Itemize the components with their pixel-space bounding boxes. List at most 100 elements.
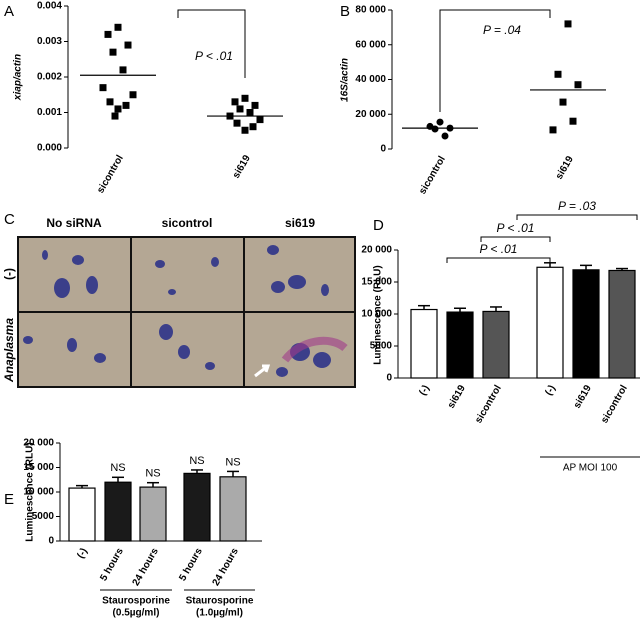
bar-label: NS: [189, 455, 204, 467]
bar: [104, 481, 132, 542]
panel-letter: A: [4, 3, 14, 20]
column-label: si619: [285, 216, 315, 230]
bar: [536, 266, 564, 379]
group-label: Staurosporine: [186, 596, 254, 607]
point: [249, 123, 257, 131]
y-axis-label: Luminescence (RLU): [25, 442, 36, 541]
x-tick-label: si619: [446, 383, 468, 411]
bar: [446, 311, 474, 379]
point: [111, 112, 119, 120]
point: [119, 66, 127, 74]
y-tick-label: 5000: [370, 341, 393, 352]
point: [256, 116, 264, 124]
x-tick-label: sicontrol: [95, 153, 126, 195]
point: [241, 126, 249, 134]
x-tick-label: sicontrol: [473, 383, 504, 425]
y-tick-label: 0.000: [37, 143, 62, 154]
y-tick-label: 0: [48, 536, 54, 547]
bar: [482, 310, 510, 379]
bar: [139, 486, 167, 542]
bracket: [177, 9, 246, 78]
point: [231, 98, 239, 106]
point: [99, 84, 107, 92]
bracket: [446, 257, 551, 263]
y-tick-label: 20 000: [361, 245, 392, 256]
row-label: Anaplasma: [2, 318, 16, 383]
x-tick-label: sicontrol: [599, 383, 630, 425]
panel-letter: C: [4, 211, 15, 228]
y-tick-label: 5000: [32, 511, 55, 522]
y-tick-label: 0.001: [37, 107, 62, 118]
bar: [219, 476, 247, 542]
y-tick-label: 15 000: [23, 462, 54, 473]
bar-label: NS: [145, 468, 160, 480]
x-tick-label: (-): [417, 383, 432, 397]
column-label: No siRNA: [46, 216, 102, 230]
point: [574, 81, 582, 89]
y-tick-label: 60 000: [355, 39, 386, 50]
group-label: (1.0µg/ml): [196, 608, 243, 619]
point: [549, 126, 557, 134]
panel-c: C No siRNA sicontrol si619 (-) Anaplasma: [2, 211, 356, 388]
bar: [410, 308, 438, 379]
y-axis-label: xiap/actin: [13, 54, 24, 101]
point: [569, 117, 577, 125]
y-tick-label: 40 000: [355, 74, 386, 85]
point: [246, 109, 254, 116]
x-tick-label: (-): [543, 383, 558, 397]
cells: [23, 245, 331, 377]
x-tick-label: 5 hours: [98, 546, 126, 583]
bracket: [439, 9, 551, 112]
point: [114, 23, 122, 31]
panel-letter: D: [373, 217, 384, 234]
point: [559, 98, 567, 106]
y-tick-label: 0.003: [37, 36, 62, 47]
y-tick-label: 10 000: [23, 487, 54, 498]
arrow: [254, 364, 271, 378]
y-axis-label: Luminescence (RLU): [373, 265, 384, 364]
point: [124, 41, 132, 49]
point: [104, 30, 112, 38]
y-tick-label: 20 000: [355, 109, 386, 120]
row-label: (-): [2, 268, 16, 280]
annotation: P < .01: [480, 242, 518, 256]
group-label: AP MOI 100: [563, 463, 618, 474]
bar: [183, 472, 211, 542]
x-tick-label: sicontrol: [417, 154, 448, 196]
y-tick-label: 10 000: [361, 309, 392, 320]
point: [114, 105, 122, 113]
bar: [608, 269, 636, 379]
point: [441, 132, 449, 140]
annotation: P = .04: [483, 23, 521, 37]
panel-letter: E: [4, 491, 14, 508]
group-label: (0.5µg/ml): [113, 608, 160, 619]
x-tick-label: 24 hours: [131, 546, 162, 588]
x-tick-label: 5 hours: [177, 546, 205, 583]
panel-letter: B: [340, 3, 350, 20]
bar: [68, 487, 96, 542]
y-tick-label: 15 000: [361, 277, 392, 288]
y-tick-label: 0: [386, 373, 392, 384]
point: [106, 98, 114, 106]
y-tick-label: 80 000: [355, 5, 386, 16]
y-tick-label: 0: [380, 144, 386, 155]
bracket: [480, 236, 551, 242]
x-tick-label: si619: [231, 153, 253, 181]
point: [564, 20, 572, 28]
bracket: [516, 214, 638, 220]
x-tick-label: si619: [572, 383, 594, 411]
y-axis-label: 16S/actin: [340, 58, 351, 102]
point: [241, 94, 249, 102]
point: [431, 125, 439, 133]
point: [233, 119, 241, 127]
bar: [572, 269, 600, 379]
point: [122, 101, 130, 109]
grid-lines: [18, 237, 355, 387]
bar-label: NS: [225, 456, 240, 468]
x-tick-label: (-): [75, 546, 90, 560]
point: [436, 118, 444, 126]
point: [554, 70, 562, 78]
point: [251, 101, 259, 109]
bar-label: NS: [110, 462, 125, 474]
